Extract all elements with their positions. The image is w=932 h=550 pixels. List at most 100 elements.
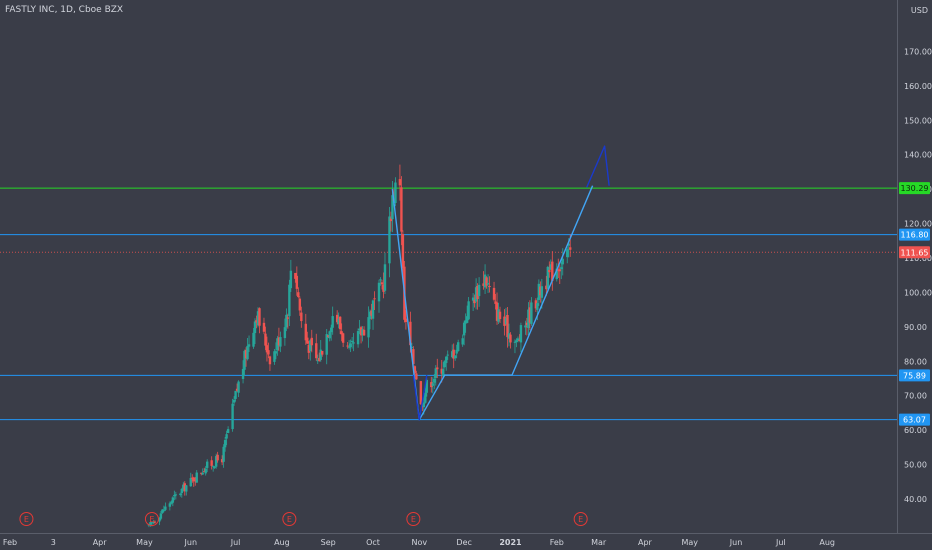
candle-body <box>498 311 502 320</box>
symbol-title: FASTLY INC, 1D, Cboe BZX <box>5 5 124 15</box>
candle-body <box>356 331 360 345</box>
candle-body <box>485 277 488 286</box>
candle-body <box>506 314 509 338</box>
x-tick-label: Apr <box>93 538 108 547</box>
y-tick-label: 90.00 <box>904 323 927 332</box>
candle-body <box>488 285 491 288</box>
candle-body <box>549 264 553 270</box>
y-tick-label: 150.00 <box>904 116 932 125</box>
earnings-marker-label: E <box>578 515 583 524</box>
candle-body <box>164 506 167 510</box>
x-tick-label: Aug <box>274 538 290 547</box>
candle-body <box>210 460 213 466</box>
candle-body <box>255 320 258 323</box>
candle-body <box>361 329 364 336</box>
candle-body <box>258 308 261 326</box>
candle-body <box>328 331 331 339</box>
candle-body <box>524 325 527 328</box>
candle-body <box>504 317 508 325</box>
candle-body <box>306 337 309 344</box>
candle-body <box>546 266 550 289</box>
level-price-tag-bg <box>899 228 930 241</box>
candle-body <box>507 333 511 339</box>
candle-body <box>231 403 234 430</box>
candle-body <box>482 283 485 286</box>
candle-body <box>153 521 157 523</box>
pattern-drawings <box>391 145 610 421</box>
candle-body <box>192 477 195 482</box>
candle-body <box>235 388 239 391</box>
candle-body <box>465 316 469 323</box>
candle-body <box>288 284 291 317</box>
candle-body <box>170 501 173 504</box>
time-axis[interactable]: Feb 3 Apr May Jun Jul Aug Sep Oct Nov Dec 2021 Feb Ma… <box>3 538 835 547</box>
y-tick-label: 140.00 <box>904 151 932 160</box>
x-tick-label: Jun <box>184 538 198 547</box>
candle-body <box>367 317 370 338</box>
candle-body <box>201 472 204 475</box>
candle-body <box>382 284 385 292</box>
x-tick-label: Aug <box>819 538 835 547</box>
candle-body <box>325 334 328 355</box>
x-tick-label: Jul <box>230 538 241 547</box>
candle-body <box>182 484 185 490</box>
candle-body <box>298 298 302 311</box>
candle-body <box>391 195 394 220</box>
earnings-marker-icon <box>406 512 421 526</box>
candle-body <box>161 509 164 514</box>
candle-body <box>453 355 457 359</box>
candle-body <box>413 366 417 374</box>
candle-body <box>214 456 218 467</box>
y-tick-label: 120.00 <box>904 220 932 229</box>
candle-body <box>237 381 240 393</box>
candle-body <box>503 316 506 326</box>
candle-body <box>337 318 340 325</box>
level-price-tag: 75.89 <box>903 371 926 380</box>
candle-body <box>256 311 260 326</box>
candle-body <box>483 274 487 288</box>
candle-body <box>388 216 391 264</box>
candle-body <box>247 344 251 347</box>
y-tick-label: 40.00 <box>904 495 927 504</box>
candle-body <box>464 320 467 324</box>
candle-body <box>495 302 499 321</box>
x-tick-label: Jun <box>729 538 743 547</box>
candle-body <box>152 522 155 524</box>
candle-body <box>394 182 397 203</box>
candle-body <box>340 331 343 335</box>
level-price-tag-bg <box>899 413 930 426</box>
candle-body <box>191 477 194 479</box>
level-price-tag: 116.80 <box>901 231 929 240</box>
candle-body <box>415 373 418 380</box>
earnings-marker-icon <box>573 512 588 526</box>
candle-body <box>162 510 166 512</box>
candle-body <box>321 350 324 355</box>
candle-body <box>525 322 529 326</box>
candle-body <box>300 312 303 322</box>
last-price-tag-bg <box>899 246 930 259</box>
candle-body <box>373 298 376 300</box>
x-tick-label: Nov <box>412 538 428 547</box>
x-tick-label: 2021 <box>499 538 522 547</box>
candle-body <box>440 368 443 374</box>
candle-body <box>513 341 517 343</box>
x-tick-label: May <box>136 538 153 547</box>
candle-body <box>473 300 476 304</box>
candle-body <box>341 333 345 343</box>
candle-body <box>400 187 403 232</box>
candle-body <box>558 269 561 272</box>
candle-body <box>515 340 518 343</box>
candle-body <box>279 337 282 347</box>
candle-body <box>410 346 414 348</box>
candle-body <box>494 301 497 304</box>
level-price-tag: 63.07 <box>903 416 926 425</box>
candle-body <box>173 494 176 497</box>
y-tick-label: 80.00 <box>904 357 927 366</box>
candle-body <box>285 314 288 328</box>
candle-body <box>267 350 270 355</box>
candle-body <box>295 275 299 289</box>
candle-body <box>211 465 215 467</box>
